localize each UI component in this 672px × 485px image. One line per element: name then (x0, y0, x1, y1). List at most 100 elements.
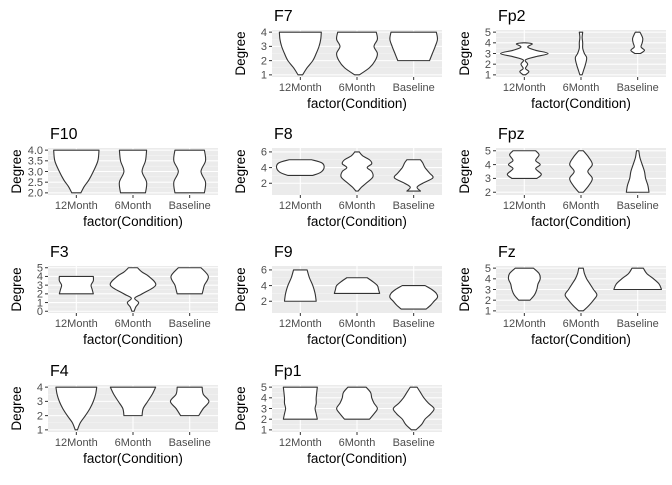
violin-baseline (389, 285, 439, 310)
violin-6month (336, 386, 378, 420)
panel-title: F9 (274, 244, 293, 261)
y-axis-title: Degree (233, 267, 248, 311)
y-tick-label: 3 (485, 284, 491, 296)
x-tick-label: 12Month (279, 82, 322, 94)
x-tick-label: 6Month (339, 200, 376, 212)
facet-panel: 2.02.53.03.54.0 12Month 6Month Baseline F10 f… (9, 126, 218, 229)
y-tick-label: 3 (485, 48, 491, 60)
x-tick-label: 6Month (339, 82, 376, 94)
violin-12month (282, 386, 318, 420)
violin-12month (283, 269, 317, 302)
y-tick-label: 3 (261, 41, 267, 53)
x-tick-label: Baseline (393, 82, 435, 94)
violin-12month (499, 42, 549, 76)
x-axis-title: factor(Condition) (83, 451, 183, 466)
y-tick-label: 5 (485, 146, 491, 158)
panel-title: Fp2 (498, 8, 526, 25)
violin-12month (275, 159, 325, 176)
y-tick-label: 3 (485, 173, 491, 185)
x-axis-title: factor(Condition) (531, 96, 631, 111)
violin-12month (507, 267, 541, 301)
y-axis-title: Degree (457, 267, 472, 311)
x-tick-label: 6Month (339, 318, 376, 330)
x-tick-label: Baseline (169, 437, 211, 449)
y-tick-label: 5 (261, 382, 267, 394)
x-axis-title: factor(Condition) (83, 214, 183, 229)
violin-12month (506, 150, 542, 179)
facet-panel: 1 2 3 4 12Month 6Month Baseline F4 factor(Condit… (9, 363, 218, 466)
x-tick-label: 12Month (279, 200, 322, 212)
y-tick-label: 2 (37, 289, 43, 301)
y-axis-title: Degree (9, 149, 24, 193)
y-tick-label: 5 (485, 27, 491, 39)
x-axis-title: factor(Condition) (531, 332, 631, 347)
violin-6month (569, 150, 593, 193)
y-tick-label: 4 (261, 280, 267, 292)
y-tick-label: 1 (485, 70, 491, 82)
y-tick-label: 4 (485, 159, 491, 171)
x-tick-label: Baseline (393, 437, 435, 449)
violin-baseline (625, 150, 650, 193)
y-tick-label: 1 (37, 425, 43, 437)
x-axis-title: factor(Condition) (307, 332, 407, 347)
violin-6month (574, 31, 588, 76)
violin-12month (53, 149, 100, 194)
violin-12month (278, 31, 322, 76)
y-tick-label: 2.5 (28, 177, 43, 189)
y-tick-label: 4 (261, 393, 267, 405)
y-axis-title: Degree (457, 31, 472, 75)
y-tick-label: 5 (37, 263, 43, 275)
x-tick-label: 6Month (115, 437, 152, 449)
y-tick-label: 2 (485, 295, 491, 307)
x-axis-title: factor(Condition) (307, 96, 407, 111)
y-axis-title: Degree (457, 149, 472, 193)
violin-12month (58, 275, 95, 295)
y-tick-label: 4 (261, 27, 267, 39)
x-axis-title: factor(Condition) (307, 451, 407, 466)
violin-baseline (169, 386, 210, 417)
violin-6month (333, 277, 381, 294)
facet-panel: 1 2 3 4 12Month 6Month Baseline F7 factor(Condit… (233, 8, 442, 111)
violin-baseline (613, 267, 663, 291)
y-tick-label: 1 (485, 306, 491, 318)
violin-baseline (630, 31, 646, 55)
y-axis-title: Degree (233, 149, 248, 193)
y-tick-label: 1 (37, 297, 43, 309)
y-tick-label: 4.0 (28, 145, 43, 157)
x-tick-label: Baseline (169, 318, 211, 330)
x-tick-label: 12Month (279, 437, 322, 449)
y-tick-label: 4 (485, 274, 491, 286)
y-tick-label: 2.0 (28, 188, 43, 200)
y-tick-label: 4 (37, 382, 43, 394)
y-tick-label: 2 (261, 55, 267, 67)
y-axis-title: Degree (233, 31, 248, 75)
y-axis-title: Degree (233, 386, 248, 430)
violin-baseline (392, 386, 435, 431)
y-tick-label: 2 (261, 414, 267, 426)
panel-title: Fz (498, 244, 516, 261)
x-tick-label: 12Month (55, 318, 98, 330)
facet-panel: 2 3 45 12Month 6Month Baseline Fpz factor(Condi… (457, 126, 666, 229)
violin-6month (109, 386, 157, 417)
y-tick-label: 6 (261, 265, 267, 277)
panel-title: F7 (274, 8, 293, 25)
x-tick-label: Baseline (393, 318, 435, 330)
x-tick-label: 6Month (563, 82, 600, 94)
x-axis-title: factor(Condition) (531, 214, 631, 229)
y-tick-label: 2 (261, 178, 267, 190)
y-tick-label: 2 (485, 187, 491, 199)
x-tick-label: 6Month (339, 437, 376, 449)
y-tick-label: 2 (485, 59, 491, 71)
x-tick-label: 12Month (503, 82, 546, 94)
y-tick-label: 3 (37, 396, 43, 408)
violin-6month (564, 267, 598, 312)
x-tick-label: 12Month (55, 200, 98, 212)
violin-6month (340, 151, 374, 192)
y-tick-label: 3 (261, 403, 267, 415)
x-tick-label: Baseline (169, 200, 211, 212)
y-tick-label: 5 (485, 263, 491, 275)
x-axis-title: factor(Condition) (307, 214, 407, 229)
